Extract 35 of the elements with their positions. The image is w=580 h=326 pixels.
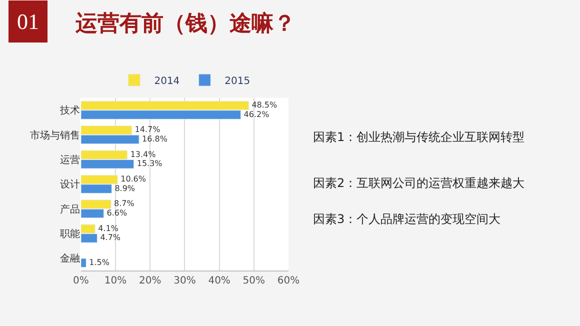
data-label: 8.7%	[114, 199, 135, 208]
x-tick-label: 50%	[242, 276, 266, 287]
data-label: 6.6%	[106, 208, 128, 218]
legend-label: 2015	[224, 76, 250, 87]
data-label: 1.5%	[89, 258, 110, 267]
text: 因素1：创业热潮与传统企业互联网转型	[313, 130, 525, 144]
data-label: 46.2%	[244, 110, 270, 119]
x-tick-label: 60%	[277, 276, 300, 287]
x-tick-label: 30%	[174, 276, 196, 287]
y-tick-label: 技术	[58, 104, 80, 117]
chart-title: 运营有前（钱）途嘛？	[74, 10, 296, 37]
y-tick-label: 运营	[60, 154, 80, 166]
x-tick-label: 40%	[208, 276, 230, 287]
text: 因素3：个人品牌运营的变现空间大	[313, 212, 501, 226]
y-tick-label: 职能	[60, 228, 80, 240]
text: 01	[17, 9, 39, 34]
x-tick-label: 10%	[104, 276, 127, 287]
data-label: 15.3%	[136, 159, 163, 168]
data-label: 8.9%	[114, 184, 136, 193]
data-label: 48.5%	[252, 100, 278, 110]
data-label: 10.6%	[120, 174, 146, 184]
data-label: 4.1%	[98, 224, 119, 233]
y-tick-label: 设计	[60, 178, 80, 191]
y-tick-label: 金融	[60, 252, 80, 265]
y-tick-label: 市场与销售	[30, 129, 80, 142]
data-label: 13.4%	[130, 150, 156, 159]
data-label: 16.8%	[142, 134, 168, 144]
data-label: 4.7%	[100, 233, 121, 242]
bar	[80, 258, 86, 268]
text: 因素2：互联网公司的运营权重越来越大	[313, 176, 525, 190]
x-tick-label: 0%	[72, 276, 89, 287]
data-label: 14.7%	[134, 125, 161, 134]
legend-label: 2014	[154, 76, 180, 87]
y-tick-label: 产品	[60, 203, 80, 216]
x-tick-label: 20%	[139, 276, 162, 287]
